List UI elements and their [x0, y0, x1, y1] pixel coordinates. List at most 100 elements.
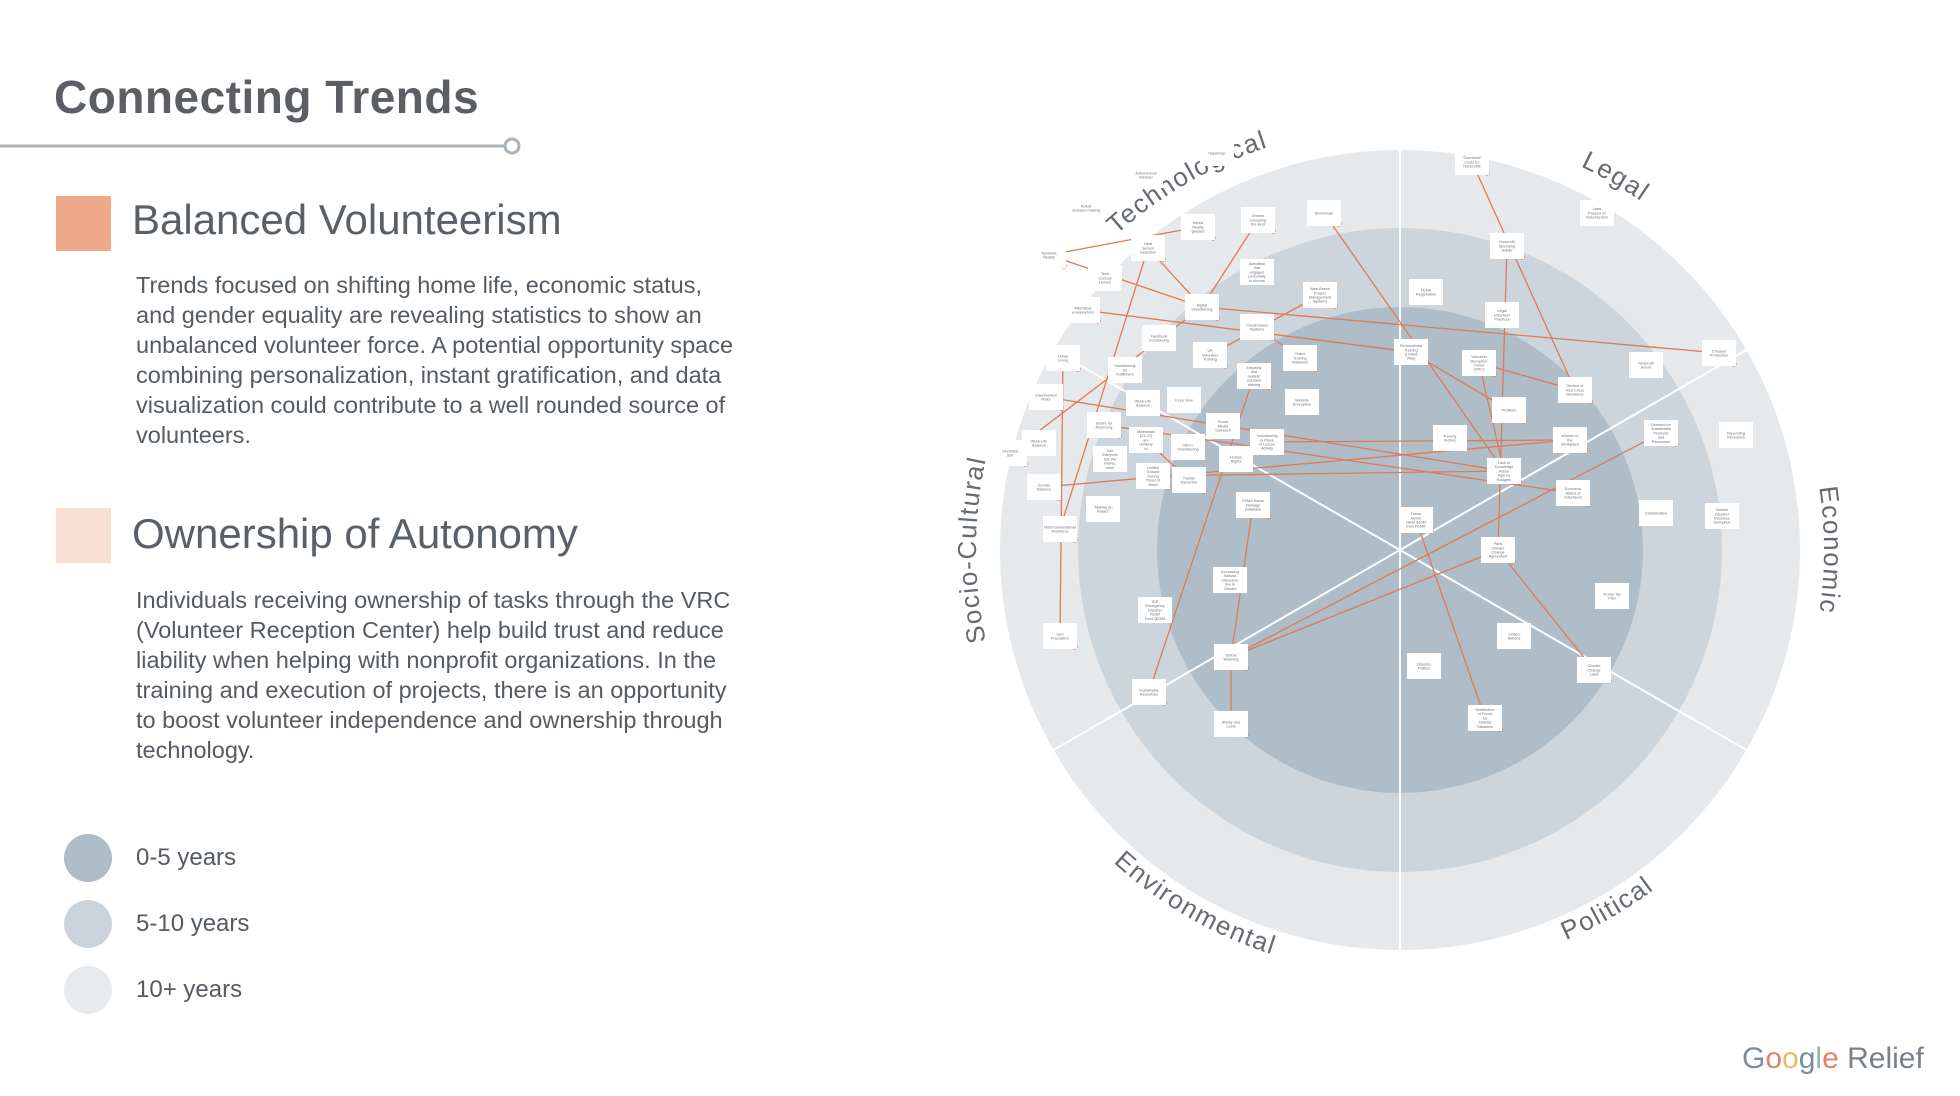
- trend-card-trump-tax: Trump Tax Plan: [1595, 583, 1629, 609]
- logo-letter: e: [1822, 1042, 1839, 1075]
- trend-card-bg: [1481, 537, 1515, 563]
- trend-card-text: Legal Volunteer Practices: [1494, 309, 1511, 321]
- trend-card-text: Women in the Workplace: [1561, 434, 1579, 446]
- trend-card-laws-volunteerism: Laws Passed on Volunteerism: [1580, 200, 1614, 226]
- trend-card-text: Laws Passed on Volunteerism: [1586, 207, 1608, 219]
- trend-card-millennials: Millennials (23-37) are Unlikely to: [1129, 427, 1163, 453]
- sector-label-economic: Economic: [1813, 484, 1848, 616]
- trend-card-bg: [1285, 389, 1319, 415]
- trend-card-natural-disaster-business: Natural Disaster Business Disruption: [1705, 503, 1739, 529]
- trend-card-gender-balance: Gender Balance: [1027, 474, 1061, 500]
- trend-card-unified-groups: Unified Groups During Times of Need: [1136, 463, 1170, 489]
- trend-card-autonomous-vehicles: Autonomous Vehicles: [1129, 162, 1163, 188]
- trend-card-text: Disaster Politics: [1417, 662, 1432, 670]
- trend-card-nonprofit-boom: Nonprofit Boom: [1629, 352, 1663, 378]
- trend-card-work-life-balance: Work-Life Balance: [1022, 430, 1056, 456]
- trend-card-bg: [1022, 430, 1056, 456]
- legend-dot-5-10-years: [64, 900, 112, 948]
- trend-card-decline-red-cross: Decline of Red Cross Donations: [1558, 377, 1592, 403]
- google-wordmark: Google: [1742, 1042, 1839, 1076]
- trend-card-global-warming: Global Warming: [1214, 644, 1248, 670]
- trend-card-bg: [1307, 200, 1341, 226]
- trend-card-bg: [1069, 195, 1103, 221]
- trend-card-text: Activation that engages personally to donors: [1248, 262, 1265, 283]
- trend-card-bg: [1066, 297, 1100, 323]
- trend-card-rising-sea: Rising Sea Level: [1214, 711, 1248, 737]
- trend-card-text: Blockchain: [1315, 211, 1333, 215]
- logo-letter: G: [1742, 1042, 1766, 1075]
- trend-card-bg: [1702, 340, 1736, 366]
- trend-card-text: Economic Status of Volunteers: [1564, 487, 1582, 499]
- trend-card-family-dynamics: Family Dynamics: [1172, 467, 1206, 493]
- trend-card-text: Online Training Platforms: [1292, 352, 1308, 364]
- trend-card-text: Nonprofit Boom: [1638, 361, 1654, 369]
- trend-card-bg: [1043, 516, 1077, 542]
- trend-card-bg: [1629, 352, 1663, 378]
- trend-card-text: Climate Change Laws: [1587, 664, 1600, 676]
- trend-card-text: Digital Volunteering: [1191, 303, 1212, 311]
- trend-card-text: Robot decision-making: [1072, 204, 1099, 212]
- trend-card-text: Work-Life Balance: [1031, 439, 1047, 447]
- trend-card-bg: [1129, 162, 1163, 188]
- sector-label-socio-cultural: Socio-Cultural: [952, 454, 992, 647]
- trend-card-website-encryption: Website Encryption: [1285, 389, 1319, 415]
- trend-card-text: Millennials (23-37) are Unlikely to: [1137, 430, 1155, 451]
- trend-card-text: Tech Contact Lenses: [1098, 272, 1112, 284]
- trend-card-text: Hyperloop: [1208, 151, 1225, 155]
- trend-card-text: Autonomous Vehicles: [1135, 171, 1156, 179]
- trend-card-profitism: Profitism: [1492, 397, 1526, 423]
- trend-card-text: Rising Sea Level: [1222, 720, 1241, 728]
- logo-letter: l: [1815, 1042, 1823, 1075]
- trend-card-bg: [1086, 496, 1120, 522]
- trend-card-text: United Nations: [1508, 632, 1521, 640]
- balanced-volunteerism-swatch: [56, 196, 111, 251]
- trend-card-cloud-systems: Cloud-based Systems: [1240, 314, 1274, 340]
- trend-card-overhead: "Overhead" Costs for Nonprofits: [1455, 149, 1489, 175]
- trend-card-text: Decline of Red Cross Donations: [1566, 384, 1584, 396]
- trend-card-bg: [1046, 345, 1080, 371]
- trend-card-text: Expo Now: [1175, 398, 1193, 402]
- connector-line: [1230, 432, 1662, 658]
- trend-card-text: Work-Life Balance: [1135, 399, 1151, 407]
- trend-card-bg: [1468, 705, 1502, 731]
- sector-label-legal: Legal: [1578, 145, 1656, 207]
- balanced-volunteerism-body: Trends focused on shifting home life, ec…: [136, 272, 734, 448]
- legend-label: 5-10 years: [136, 910, 250, 937]
- trend-card-text: Trump Admin takes $10M from FEMA: [1406, 512, 1426, 529]
- trend-card-women-workplace: Women in the Workplace: [1553, 427, 1587, 453]
- google-relief-logo: Google Relief: [1742, 1042, 1924, 1076]
- connector-line: [1478, 362, 1505, 472]
- trend-card-bg: [1580, 200, 1614, 226]
- trend-card-bg: [1497, 623, 1531, 649]
- connector-line: [1471, 161, 1576, 391]
- trend-card-blockchain: Blockchain: [1307, 200, 1341, 226]
- trend-card-bg: [1556, 480, 1590, 506]
- connector-line: [1201, 306, 1720, 354]
- trend-card-bg: [1577, 657, 1611, 683]
- trend-card-fema-damage: FEMA Home Damage Database: [1236, 492, 1270, 518]
- trend-card-text: Facebook Fundraising: [1149, 334, 1169, 342]
- title-underline: [0, 137, 521, 155]
- trend-card-text: Paris Climate Change Agreement: [1489, 542, 1509, 559]
- trend-card-work-life-balance-inner: Work-Life Balance: [1126, 390, 1160, 416]
- trend-card-human-rights: Human Rights: [1219, 446, 1253, 472]
- connector-line: [1048, 254, 1203, 308]
- trend-card-bg: [1644, 420, 1678, 446]
- trend-card-text: Drones surveying the land: [1250, 214, 1266, 226]
- trend-card-text: Not Everyone has the money, other: [1102, 449, 1118, 470]
- trend-card-economic-status: Economic Status of Volunteers: [1556, 480, 1590, 506]
- trend-card-activation-app: Activation that engages personally to donors: [1240, 259, 1274, 285]
- trend-card-bg: [1043, 623, 1077, 649]
- trend-card-text: Volunteerism Risks: [1035, 393, 1057, 401]
- trend-card-bg: [1213, 567, 1247, 593]
- trend-card-text: FEMA Registration: [1416, 288, 1436, 296]
- trend-card-bg: [1283, 345, 1317, 371]
- trend-card-bg: [1492, 397, 1526, 423]
- trend-card-text: "Overhead" Costs for Nonprofits: [1462, 156, 1482, 168]
- trend-card-increasing-disasters: Increasing Natural Disasters due to Climate: [1213, 567, 1247, 593]
- trend-card-text: Distribution of Funds for Natural Disasters: [1476, 708, 1495, 729]
- trend-card-bg: [1193, 342, 1227, 368]
- trend-card-text: Poverty Victims: [1444, 434, 1457, 442]
- trend-card-heat-sensor: Heat Sensor Detection: [1131, 235, 1165, 261]
- trend-card-text: Trump Tax Plan: [1603, 592, 1621, 600]
